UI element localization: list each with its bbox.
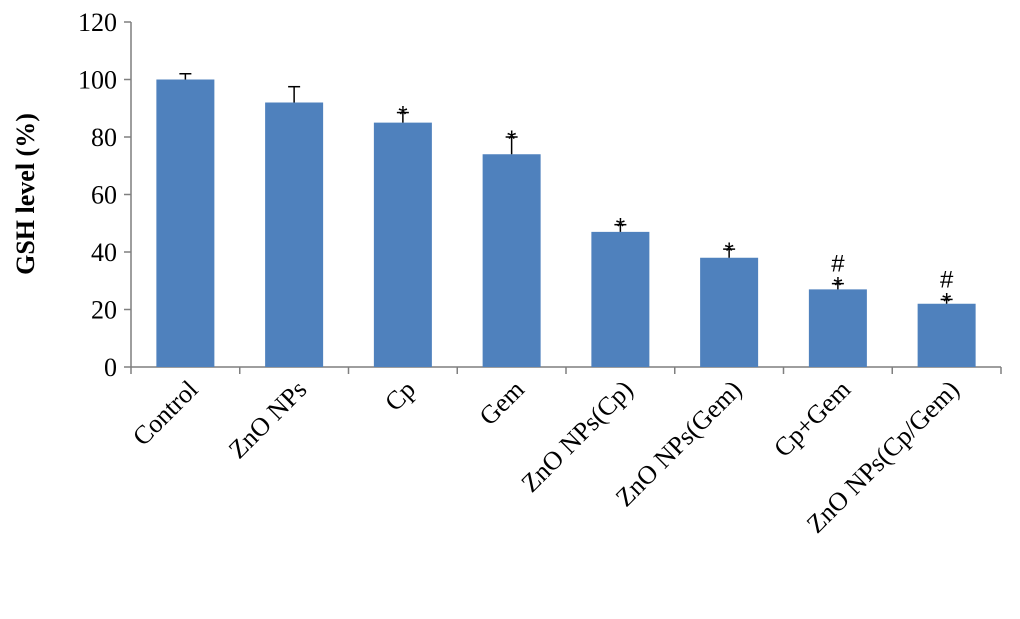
- x-tick-label: Control: [127, 375, 204, 452]
- y-tick-label: 20: [91, 296, 117, 325]
- plot-area: 0 20 40 60 80 100 120 Control ZnO NPs * Cp * Gem * ZnO…: [78, 8, 1002, 539]
- x-tick-label: ZnO NPs(Cp): [515, 375, 638, 498]
- significance-star: *: [398, 102, 407, 129]
- significance-star: *: [724, 238, 733, 265]
- y-tick-label: 40: [91, 238, 117, 267]
- bar: [917, 303, 976, 367]
- significance-star: *: [616, 214, 625, 241]
- bar: [808, 289, 867, 367]
- y-tick-label: 100: [78, 66, 117, 95]
- y-tick-label: 80: [91, 123, 117, 152]
- bar: [591, 231, 650, 367]
- y-tick-label: 60: [91, 181, 117, 210]
- significance-star: *: [833, 273, 842, 300]
- bar: [265, 102, 324, 367]
- bar: [482, 154, 541, 367]
- x-tick-label: ZnO NPs: [223, 375, 312, 464]
- bar: [700, 257, 759, 367]
- x-tick-label: Cp+Gem: [768, 375, 856, 463]
- significance-hash: #: [831, 251, 845, 278]
- significance-star: *: [942, 288, 951, 315]
- y-axis-label: GSH level (%): [11, 113, 40, 275]
- significance-hash: #: [940, 266, 954, 293]
- bar: [156, 79, 215, 367]
- x-tick-label: Cp: [379, 375, 421, 417]
- y-tick-label: 0: [104, 353, 117, 382]
- y-tick-label: 120: [78, 8, 117, 37]
- x-tick-label: Gem: [474, 375, 530, 431]
- significance-star: *: [507, 126, 516, 153]
- bar: [373, 122, 432, 367]
